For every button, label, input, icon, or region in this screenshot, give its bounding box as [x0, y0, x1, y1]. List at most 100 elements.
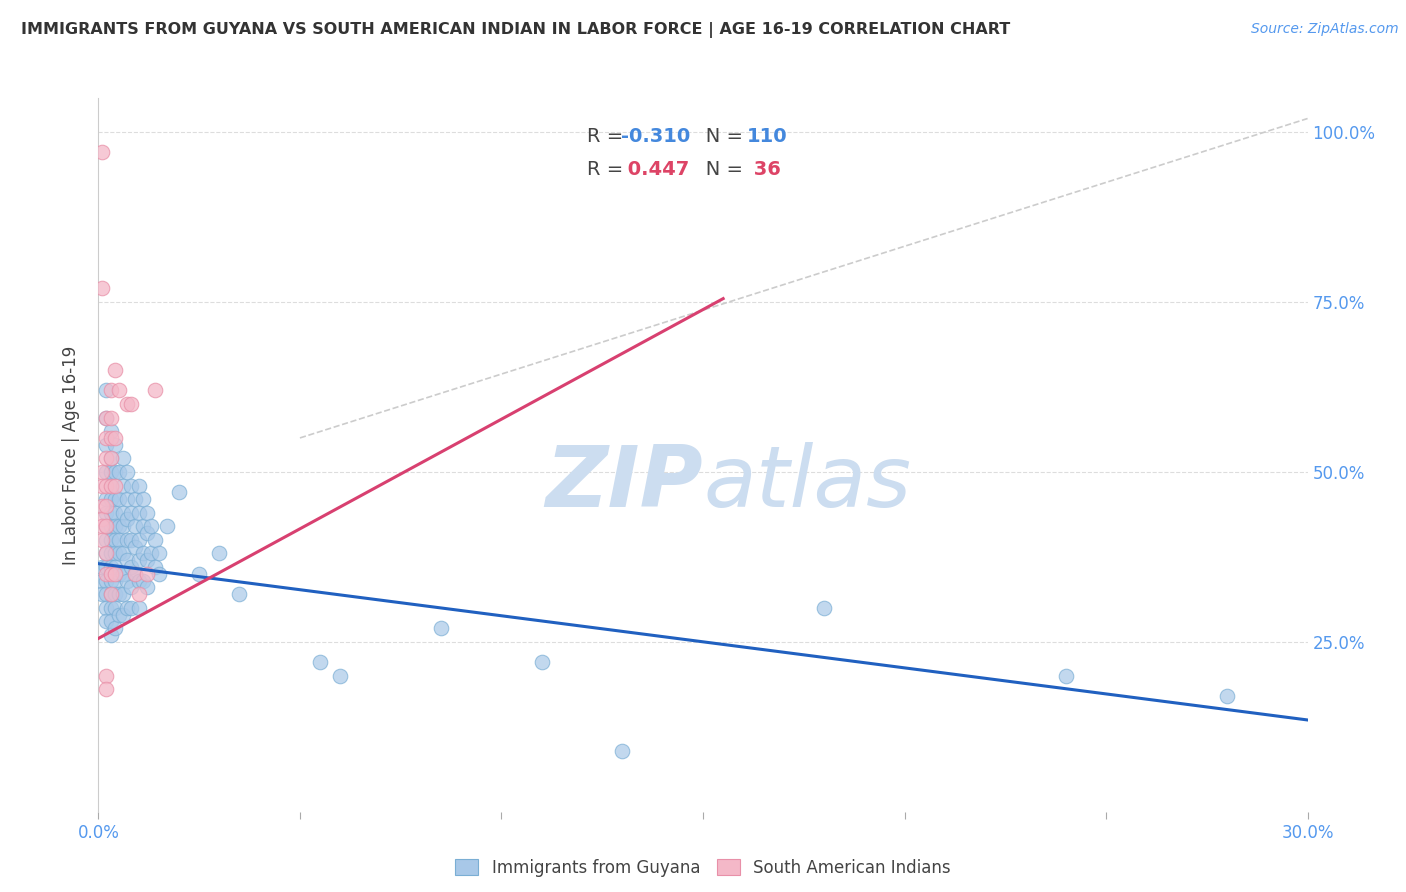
Point: [96, 384, 118, 398]
Point: [91, 560, 114, 574]
Point: [115, 600, 138, 615]
Point: [100, 566, 122, 581]
Point: [115, 397, 138, 411]
Point: [111, 607, 134, 622]
Point: [115, 553, 138, 567]
Point: [96, 546, 118, 560]
Point: [128, 506, 150, 520]
Point: [100, 384, 122, 398]
Text: 110: 110: [747, 128, 787, 146]
Point: [96, 465, 118, 479]
Point: [124, 519, 146, 533]
Point: [103, 587, 125, 601]
Point: [115, 533, 138, 547]
Text: IMMIGRANTS FROM GUYANA VS SOUTH AMERICAN INDIAN IN LABOR FORCE | AGE 16-19 CORRE: IMMIGRANTS FROM GUYANA VS SOUTH AMERICAN…: [21, 22, 1011, 38]
Point: [156, 519, 179, 533]
Point: [96, 587, 118, 601]
Point: [132, 574, 155, 588]
Point: [91, 587, 114, 601]
Point: [128, 600, 150, 615]
Point: [96, 451, 118, 466]
Point: [124, 566, 146, 581]
Point: [96, 560, 118, 574]
Point: [329, 669, 352, 683]
Point: [96, 669, 118, 683]
Point: [100, 615, 122, 629]
Point: [107, 492, 129, 507]
Point: [103, 478, 125, 492]
Point: [103, 465, 125, 479]
Point: [103, 560, 125, 574]
Point: [96, 410, 118, 425]
Y-axis label: In Labor Force | Age 16-19: In Labor Force | Age 16-19: [62, 345, 80, 565]
Point: [115, 492, 138, 507]
Point: [107, 465, 129, 479]
Point: [128, 587, 150, 601]
Point: [91, 145, 114, 160]
Point: [100, 424, 122, 438]
Point: [135, 581, 157, 595]
Point: [143, 533, 166, 547]
Point: [115, 465, 138, 479]
Point: [120, 581, 142, 595]
Point: [96, 492, 118, 507]
Point: [124, 492, 146, 507]
Point: [148, 546, 170, 560]
Legend: Immigrants from Guyana, South American Indians: Immigrants from Guyana, South American I…: [447, 851, 959, 886]
Point: [120, 560, 142, 574]
Text: ZIP: ZIP: [546, 442, 703, 525]
Point: [228, 587, 250, 601]
Point: [103, 600, 125, 615]
Point: [100, 587, 122, 601]
Point: [100, 451, 122, 466]
Point: [91, 519, 114, 533]
Text: R =: R =: [586, 128, 630, 146]
Point: [124, 566, 146, 581]
Point: [107, 546, 129, 560]
Point: [111, 587, 134, 601]
Point: [111, 546, 134, 560]
Point: [96, 431, 118, 445]
Point: [100, 600, 122, 615]
Point: [111, 519, 134, 533]
Point: [96, 410, 118, 425]
Point: [139, 546, 162, 560]
Point: [91, 478, 114, 492]
Point: [1216, 689, 1239, 703]
Point: [111, 478, 134, 492]
Point: [96, 566, 118, 581]
Point: [107, 566, 129, 581]
Point: [120, 506, 142, 520]
Point: [96, 533, 118, 547]
Point: [96, 600, 118, 615]
Point: [208, 546, 231, 560]
Point: [100, 560, 122, 574]
Point: [813, 600, 835, 615]
Point: [100, 465, 122, 479]
Point: [115, 512, 138, 526]
Point: [107, 519, 129, 533]
Point: [120, 397, 142, 411]
Point: [128, 553, 150, 567]
Point: [135, 566, 157, 581]
Point: [135, 506, 157, 520]
Point: [100, 451, 122, 466]
Point: [96, 499, 118, 513]
Point: [612, 743, 634, 757]
Point: [1054, 669, 1077, 683]
Point: [107, 384, 129, 398]
Point: [91, 574, 114, 588]
Text: N =: N =: [688, 160, 749, 179]
Point: [96, 478, 118, 492]
Point: [91, 499, 114, 513]
Point: [103, 492, 125, 507]
Text: 36: 36: [747, 160, 780, 179]
Point: [128, 533, 150, 547]
Point: [103, 566, 125, 581]
Point: [103, 431, 125, 445]
Point: [128, 478, 150, 492]
Point: [100, 628, 122, 642]
Text: R =: R =: [586, 160, 630, 179]
Point: [132, 492, 155, 507]
Point: [132, 519, 155, 533]
